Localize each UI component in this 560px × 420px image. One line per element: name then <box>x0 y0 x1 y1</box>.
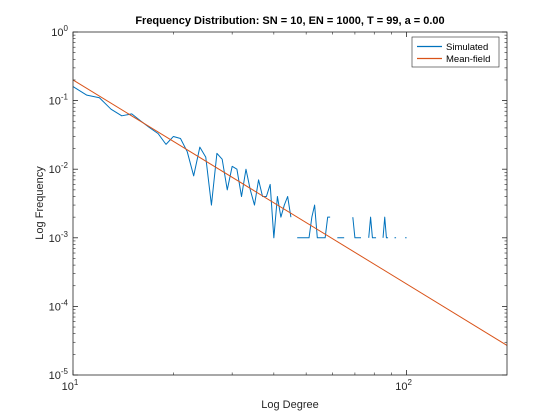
y-tick-label: 10-2 <box>49 161 69 176</box>
plot-frame <box>72 31 508 376</box>
legend-label-mean-field: Mean-field <box>446 54 490 65</box>
legend-box <box>411 36 500 68</box>
x-tick-label: 102 <box>395 378 412 393</box>
legend: Simulated Mean-field <box>411 36 500 68</box>
series-lines <box>72 79 508 346</box>
y-tick-label: 10-4 <box>49 298 69 313</box>
y-tick-label: 10-5 <box>49 367 69 382</box>
legend-label-simulated: Simulated <box>446 42 488 53</box>
x-tick-label: 101 <box>62 378 79 393</box>
y-axis-label: Log Frequency <box>34 166 46 240</box>
series-line-mean-field <box>72 79 508 346</box>
chart-title: Frequency Distribution: SN = 10, EN = 10… <box>135 15 444 27</box>
y-tick-label: 10-1 <box>49 93 69 108</box>
axis-ticks: 101 102 100 10-1 10-2 10-3 10-4 10-5 <box>49 24 507 393</box>
y-tick-label: 100 <box>51 24 68 39</box>
y-tick-label: 10-3 <box>49 230 69 245</box>
x-axis-label: Log Degree <box>261 399 319 411</box>
plot-area <box>73 32 507 375</box>
